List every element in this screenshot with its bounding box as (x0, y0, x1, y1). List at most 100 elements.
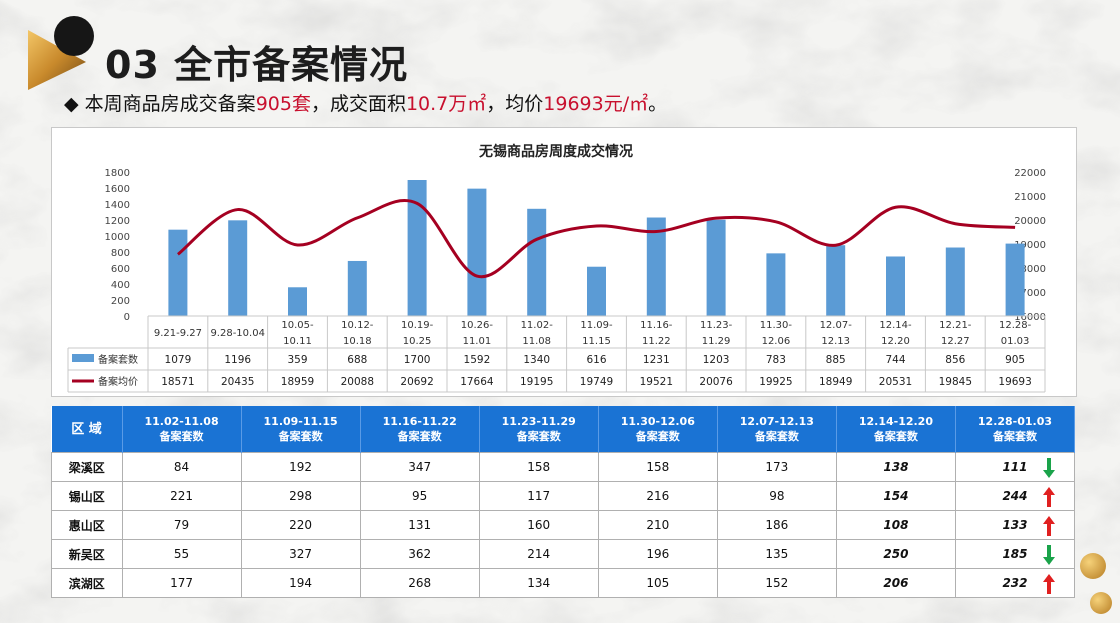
table-row: 新吴区 55 327 362 214 196 135 250 185 (51, 539, 1076, 569)
category-label: 12.06 (762, 336, 791, 347)
bar-value-label: 688 (347, 354, 367, 366)
bar (945, 247, 965, 316)
table-cell: 220 (240, 510, 361, 540)
district-name: 惠山区 (51, 510, 123, 540)
cell-value: 131 (408, 518, 432, 532)
table-cell: 95 (359, 481, 480, 511)
cell-value: 298 (289, 489, 313, 503)
category-label: 11.15 (582, 336, 611, 347)
table-row: 锡山区 221 298 95 117 216 98 154 244 (51, 481, 1076, 511)
table-cell: 362 (359, 539, 480, 569)
category-label: 12.27 (941, 336, 970, 347)
bar-value-label: 1196 (224, 354, 251, 366)
table-cell: 84 (121, 452, 242, 482)
left-axis-tick-label: 1600 (105, 184, 130, 195)
cell-value: 133 (1002, 518, 1028, 532)
bar (407, 180, 427, 316)
cell-value: 196 (646, 547, 670, 561)
left-axis-tick-label: 400 (111, 280, 130, 291)
price-value-label: 19845 (939, 376, 972, 388)
cell-value: 158 (646, 460, 670, 474)
bar (706, 219, 726, 316)
trend-up-arrow-icon (1043, 487, 1055, 507)
chart-title: 无锡商品房周度成交情况 (478, 143, 633, 160)
category-label: 12.14- (879, 320, 912, 331)
bar (646, 217, 666, 316)
cell-value: 160 (527, 518, 551, 532)
column-header: 11.30-12.06 备案套数 (598, 406, 718, 453)
price-value-label: 18571 (161, 376, 194, 388)
table-body: 梁溪区 84 192 347 158 158 173 138 111 锡山区 221 298 95 117… (51, 452, 1076, 598)
bar (527, 208, 547, 316)
price-value-label: 20435 (221, 376, 254, 388)
district-name: 滨湖区 (51, 568, 123, 598)
category-label: 01.03 (1001, 336, 1030, 347)
table-cell: 105 (597, 568, 718, 598)
column-header-date: 12.28-01.03 (977, 415, 1053, 428)
bar-value-label: 1700 (404, 354, 431, 366)
trend-up-arrow-icon (1043, 516, 1055, 536)
cell-value: 210 (646, 518, 670, 532)
trend-up-arrow-icon (1043, 574, 1055, 594)
category-label: 9.28-10.04 (210, 328, 265, 339)
price-value-label: 18949 (819, 376, 852, 388)
table-row: 滨湖区 177 194 268 134 105 152 206 232 (51, 568, 1076, 598)
column-header-date: 12.07-12.13 (739, 415, 814, 428)
left-axis-tick-label: 800 (111, 248, 130, 259)
district-name: 锡山区 (51, 481, 123, 511)
chart-svg: 无锡商品房周度成交情况 0 200 400 600 800 1000 1200 1400 160… (67, 143, 1046, 393)
gold-dot-icon (1080, 553, 1106, 579)
gold-dot-icon (1090, 592, 1112, 614)
bar (347, 260, 367, 316)
cell-value: 111 (1002, 460, 1028, 474)
summary-text: ，均价 (486, 93, 544, 115)
bar-value-label: 905 (1005, 354, 1025, 366)
cell-value: 105 (646, 576, 670, 590)
cell-value: 84 (173, 460, 190, 474)
bar (467, 188, 487, 316)
category-label: 12.20 (881, 336, 910, 347)
table-cell: 250 (835, 539, 956, 569)
summary-price: 19693元/㎡ (543, 93, 649, 115)
table-cell: 160 (478, 510, 599, 540)
table-cell: 196 (597, 539, 718, 569)
summary-text: 。 (648, 93, 668, 115)
bar (826, 245, 846, 316)
cell-value: 220 (289, 518, 313, 532)
cell-value: 55 (173, 547, 190, 561)
column-header: 11.16-11.22 备案套数 (360, 406, 480, 453)
cell-value: 117 (527, 489, 551, 503)
price-value-label: 19749 (580, 376, 613, 388)
category-label: 10.11 (283, 336, 312, 347)
table-cell: 186 (716, 510, 837, 540)
column-header-metric: 备案套数 (278, 430, 323, 443)
legend-bar-label: 备案套数 (98, 353, 138, 366)
column-header: 11.02-11.08 备案套数 (122, 406, 242, 453)
table-cell: 232 (954, 568, 1076, 598)
table-cell: 55 (121, 539, 242, 569)
table-cell: 244 (954, 481, 1076, 511)
table-cell: 206 (835, 568, 956, 598)
table-cell: 194 (240, 568, 361, 598)
cell-value: 347 (408, 460, 432, 474)
category-label: 10.05- (281, 320, 314, 331)
column-header-metric: 备案套数 (873, 430, 918, 443)
column-header-metric: 备案套数 (159, 430, 204, 443)
district-name: 梁溪区 (51, 452, 123, 482)
table-cell: 185 (954, 539, 1076, 569)
category-label: 10.19- (401, 320, 434, 331)
category-label: 10.18 (343, 336, 372, 347)
gold-triangle-logo (28, 16, 94, 90)
arrow-shape (1043, 458, 1055, 478)
table-cell: 134 (478, 568, 599, 598)
table-cell: 135 (716, 539, 837, 569)
price-value-label: 19521 (640, 376, 673, 388)
column-header: 11.23-11.29 备案套数 (479, 406, 599, 453)
cell-value: 135 (765, 547, 789, 561)
cell-value: 98 (769, 489, 785, 503)
district-table: 区 域 11.02-11.08 备案套数 11.09-11.15 备案套数 11.16-… (51, 406, 1076, 598)
cell-value: 214 (527, 547, 551, 561)
bar-value-label: 1340 (523, 354, 550, 366)
bullet-icon: ◆ (64, 93, 79, 115)
arrow-shape (1043, 487, 1055, 507)
